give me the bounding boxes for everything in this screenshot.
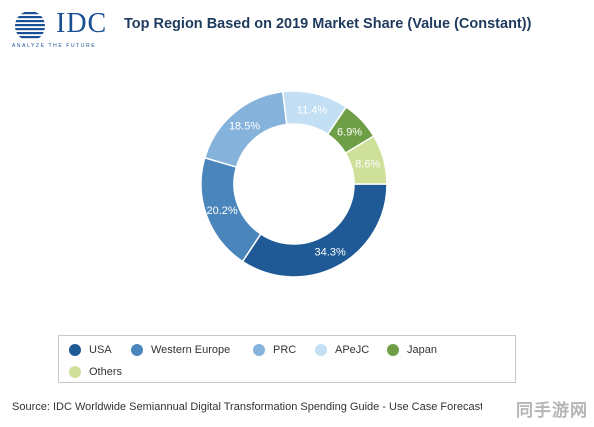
legend-label: USA	[89, 344, 112, 356]
legend-label: Others	[89, 366, 123, 378]
legend-swatch	[69, 344, 81, 356]
logo-wordmark: IDC	[56, 8, 108, 39]
chart-legend: USA Western Europe PRC APeJC Japan Others	[58, 335, 516, 383]
data-label-japan: 6.9%	[337, 126, 362, 138]
legend-swatch	[315, 344, 327, 356]
data-label-western-europe: 20.2%	[207, 205, 238, 217]
legend-label: Japan	[407, 344, 437, 356]
chart-title: Top Region Based on 2019 Market Share (V…	[124, 16, 532, 32]
globe-icon	[15, 12, 45, 39]
legend-item-prc[interactable]: PRC	[253, 344, 296, 356]
data-label-others: 8.6%	[355, 159, 380, 171]
legend-item-others[interactable]: Others	[69, 366, 122, 378]
legend-item-usa[interactable]: USA	[69, 344, 112, 356]
legend-label: Western Europe	[151, 344, 231, 356]
logo-tagline: ANALYZE THE FUTURE	[12, 43, 97, 49]
donut-chart-area: 34.3% 20.2% 18.5% 11.4% 6.9% 8.6%	[200, 90, 388, 278]
data-label-apejc: 11.4%	[297, 105, 328, 117]
watermark: 同手游网	[516, 401, 588, 420]
legend-swatch	[387, 344, 399, 356]
legend-swatch	[253, 344, 265, 356]
legend-label: PRC	[273, 344, 297, 356]
legend-item-japan[interactable]: Japan	[387, 344, 437, 356]
slice-others	[344, 135, 388, 185]
idc-logo: IDC ANALYZE THE FUTURE	[10, 8, 114, 49]
legend-item-apejc[interactable]: APeJC	[315, 344, 369, 356]
legend-swatch	[69, 366, 81, 378]
donut-chart: 34.3% 20.2% 18.5% 11.4% 6.9% 8.6%	[200, 90, 388, 278]
legend-label: APeJC	[335, 344, 370, 356]
slice-usa	[241, 183, 388, 278]
source-note: Source: IDC Worldwide Semiannual Digital…	[12, 401, 482, 413]
legend-item-western-europe[interactable]: Western Europe	[131, 344, 230, 356]
data-label-usa: 34.3%	[315, 246, 346, 258]
legend-swatch	[131, 344, 143, 356]
data-label-prc: 18.5%	[229, 121, 260, 133]
